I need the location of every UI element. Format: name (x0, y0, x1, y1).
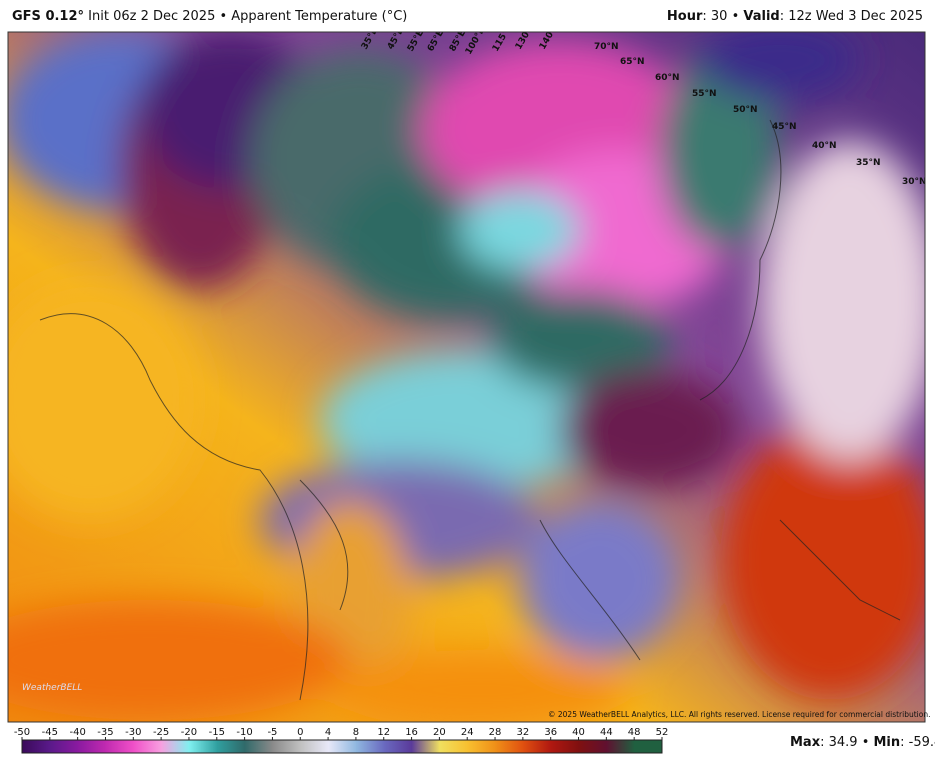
header-left: GFS 0.12° Init 06z 2 Dec 2025 • Apparent… (12, 9, 407, 24)
max-value: : 34.9 • (820, 735, 873, 750)
lat-label: 40°N (812, 141, 837, 151)
colorbar-tick-label: 36 (544, 727, 557, 738)
colorbar-tick-label: 20 (433, 727, 446, 738)
colorbar-tick-label: 44 (600, 727, 613, 738)
min-label: Min (874, 735, 901, 750)
stats: Max: 34.9 • Min: -59.4 (790, 735, 935, 750)
colorbar-tick-label: -10 (236, 727, 252, 738)
colorbar-segment (634, 740, 663, 753)
colorbar-segment (300, 740, 329, 753)
min-value: : -59.4 (900, 735, 935, 750)
colorbar-segment (383, 740, 413, 753)
colorbar-segment (439, 740, 468, 753)
colorbar-segment (133, 740, 162, 753)
colorbar-segment (328, 740, 357, 753)
map: 70°N65°N60°N55°N50°N45°N40°N35°N30°N35°E… (8, 32, 927, 722)
hour-label: Hour (666, 9, 703, 24)
colorbar-tick-label: -30 (125, 727, 141, 738)
colorbar-segment (105, 740, 134, 753)
subtitle: Init 06z 2 Dec 2025 • Apparent Temperatu… (88, 9, 408, 24)
hour: : 30 • (702, 9, 744, 24)
colorbar-tick-label: -40 (69, 727, 85, 738)
colorbar-segment (578, 740, 607, 753)
colorbar-segment (188, 740, 218, 753)
colorbar-tick-label: 16 (405, 727, 418, 738)
colorbar-tick-label: -35 (97, 727, 113, 738)
lat-label: 55°N (692, 89, 717, 99)
lat-label: 70°N (594, 42, 619, 52)
colorbar-tick-label: 52 (656, 727, 669, 738)
colorbar-tick-label: -45 (42, 727, 58, 738)
copyright: © 2025 WeatherBELL Analytics, LLC. All r… (548, 710, 930, 719)
colorbar-segment (411, 740, 440, 753)
colorbar-tick-label: -25 (153, 727, 169, 738)
lat-label: 50°N (733, 105, 758, 115)
colorbar-segment (522, 740, 552, 753)
colorbar-segment (467, 740, 496, 753)
max-label: Max (790, 735, 821, 750)
colorbar-tick-label: -50 (14, 727, 30, 738)
colorbar-segment (272, 740, 301, 753)
colorbar-tick-label: 4 (325, 727, 331, 738)
colorbar-segment (22, 740, 51, 753)
model: GFS 0.12° (12, 9, 85, 24)
lat-label: 65°N (620, 57, 645, 67)
colorbar-tick-label: 32 (517, 727, 530, 738)
lat-label: 45°N (772, 122, 797, 132)
colorbar-segment (355, 740, 385, 753)
colorbar-segment (495, 740, 524, 753)
colorbar-tick-label: 48 (628, 727, 641, 738)
lat-label: 30°N (902, 177, 927, 187)
colorbar-tick-label: -20 (181, 727, 197, 738)
lat-label: 35°N (856, 158, 881, 168)
colorbar-frame (21, 739, 663, 754)
colorbar-tick-label: -5 (267, 727, 277, 738)
colorbar-segment (161, 740, 190, 753)
colorbar-tick-label: 40 (572, 727, 585, 738)
colorbar-segment (550, 740, 580, 753)
colorbar-segment (216, 740, 246, 753)
colorbar-segment (49, 740, 79, 753)
colorbar-tick-label: 24 (461, 727, 474, 738)
colorbar-segment (606, 740, 635, 753)
colorbar-tick-label: 28 (489, 727, 502, 738)
colorbar-tick-label: -15 (209, 727, 225, 738)
lat-label: 60°N (655, 73, 680, 83)
colorbar-tick-label: 0 (297, 727, 303, 738)
map-frame (7, 31, 926, 723)
colorbar-tick-label: 8 (353, 727, 359, 738)
colorbar-segment (244, 740, 273, 753)
colorbar-segment (77, 740, 106, 753)
colorbar: -50 -45 -40 -35 -30 -25 -20 -15 -10 -5 0 4 8 12 16 20 24… (14, 727, 669, 754)
colorbar-tick-label: 12 (377, 727, 390, 738)
valid-label: Valid (743, 9, 780, 24)
valid: : 12z Wed 3 Dec 2025 (779, 9, 923, 24)
header-right: Hour: 30 • Valid: 12z Wed 3 Dec 2025 (667, 9, 923, 24)
logo: WeatherBELL (22, 683, 82, 693)
